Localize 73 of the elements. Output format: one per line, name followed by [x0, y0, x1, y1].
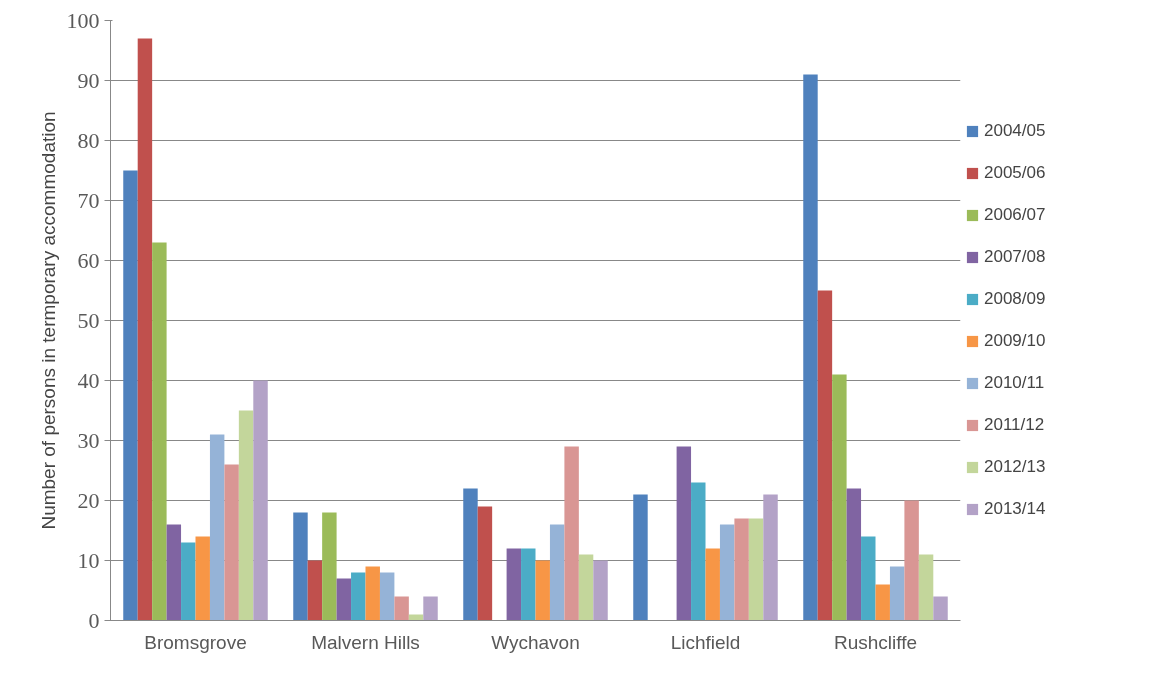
y-tick-label: 50	[77, 307, 100, 333]
bar	[691, 482, 706, 621]
bar	[137, 38, 153, 621]
y-tick-label: 20	[77, 487, 100, 513]
bar	[224, 464, 239, 621]
bar	[166, 524, 182, 621]
x-tick-label: Bromsgrove	[144, 631, 247, 653]
bar	[861, 536, 876, 621]
legend-label: 2011/12	[984, 415, 1045, 435]
bar	[748, 518, 764, 621]
bar	[593, 560, 608, 621]
bar	[365, 566, 380, 621]
bar	[293, 512, 308, 621]
legend-label: 2006/07	[984, 205, 1046, 225]
bar	[817, 290, 833, 621]
bar	[463, 488, 478, 621]
bar	[535, 560, 550, 621]
y-axis-title: Number of persons in termporary accommodation	[37, 111, 59, 530]
bar	[734, 518, 749, 621]
y-tick-label: 0	[88, 607, 100, 633]
bar	[307, 560, 323, 621]
x-tick-label: Malvern Hills	[311, 631, 420, 653]
bar	[803, 74, 818, 621]
bar	[521, 548, 536, 621]
bar	[123, 170, 138, 621]
y-tick-label: 60	[77, 247, 100, 273]
y-tick-label: 90	[77, 67, 100, 93]
bar	[379, 572, 395, 621]
bar	[719, 524, 735, 621]
legend-label: 2009/10	[984, 331, 1046, 351]
bar	[904, 500, 919, 621]
y-tick-label: 100	[66, 7, 100, 33]
bar	[846, 488, 862, 621]
bar	[253, 380, 268, 621]
bar	[676, 446, 692, 621]
legend-label: 2013/14	[984, 499, 1046, 519]
bar	[322, 512, 337, 621]
x-tick-label: Wychavon	[491, 631, 580, 653]
y-tick-label: 70	[77, 187, 100, 213]
y-tick-label: 40	[77, 367, 100, 393]
bar	[889, 566, 905, 621]
x-tick-label: Rushcliffe	[833, 631, 918, 653]
bar	[238, 410, 254, 621]
x-tick-label: Lichfield	[670, 631, 741, 653]
bar	[549, 524, 565, 621]
y-tick-label: 80	[77, 127, 100, 153]
bar	[209, 434, 225, 621]
legend-label: 2004/05	[984, 121, 1046, 141]
bar	[181, 542, 196, 621]
bar	[933, 596, 948, 621]
bar	[336, 578, 352, 621]
bar	[633, 494, 648, 621]
bar	[423, 596, 438, 621]
bar	[152, 242, 167, 621]
bar	[506, 548, 522, 621]
legend-label: 2005/06	[984, 163, 1046, 183]
legend-label: 2012/13	[984, 457, 1046, 477]
bar	[578, 554, 594, 621]
bar	[763, 494, 778, 621]
bar	[705, 548, 720, 621]
bar	[875, 584, 890, 621]
y-tick-label: 10	[77, 547, 100, 573]
bar	[477, 506, 493, 621]
bar	[394, 596, 409, 621]
bar	[351, 572, 366, 621]
legend-label: 2007/08	[984, 247, 1046, 267]
bar	[918, 554, 934, 621]
legend-label: 2008/09	[984, 289, 1046, 309]
y-tick-label: 30	[77, 427, 100, 453]
bar	[195, 536, 210, 621]
bar	[832, 374, 847, 621]
legend-label: 2010/11	[984, 373, 1045, 393]
bar	[564, 446, 579, 621]
